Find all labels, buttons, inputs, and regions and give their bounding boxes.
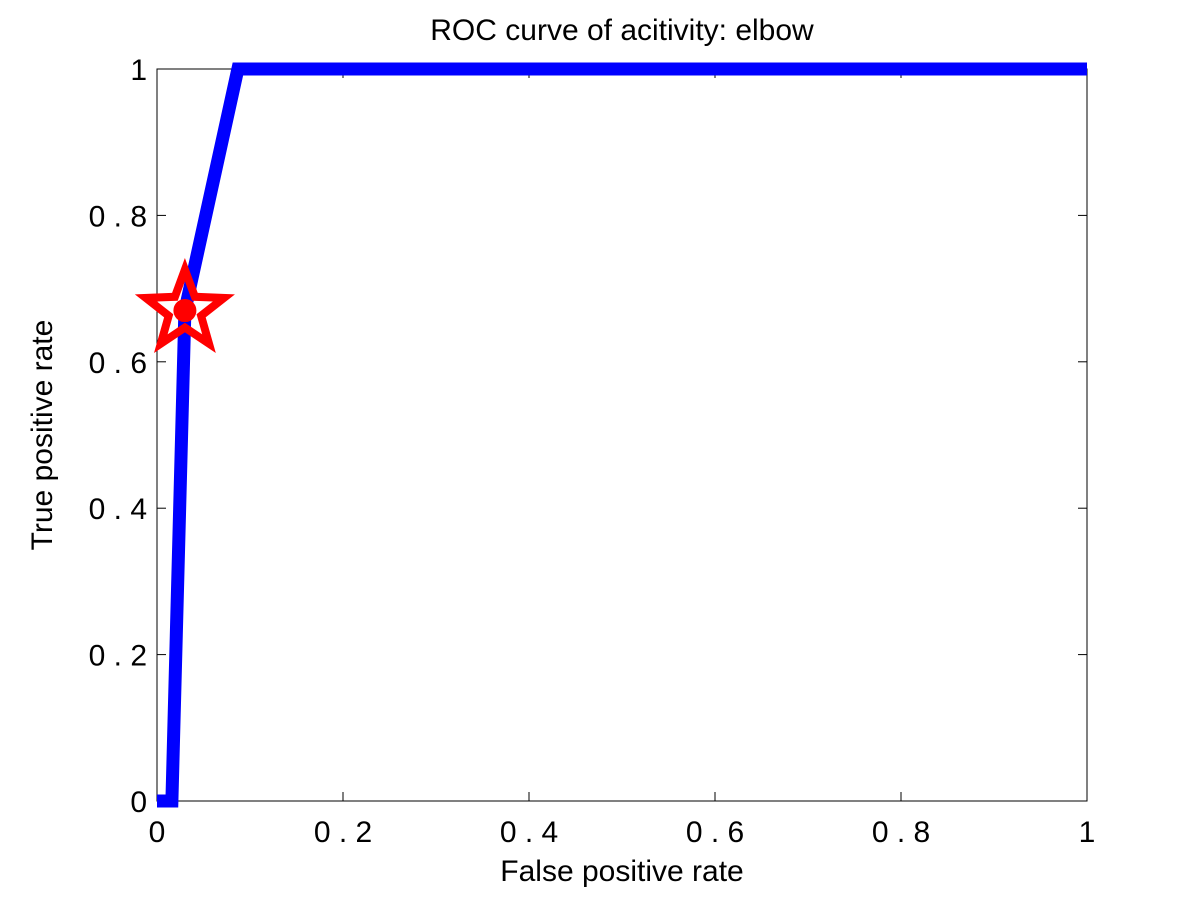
x-axis-label: False positive rate (500, 855, 743, 888)
x-tick-label: 0 (149, 816, 166, 849)
x-tick-label: 0 . 2 (314, 816, 372, 849)
y-axis-label: True positive rate (26, 320, 59, 551)
y-tick-label: 0 . 2 (89, 640, 147, 673)
y-tick-label: 0 . 6 (89, 347, 147, 380)
plot-area: 0 0 . 2 0 . 4 0 . 6 0 . 8 1 0 0 . 2 0 . 4 0 . 6 0 … (89, 54, 1096, 849)
chart-title: ROC curve of acitivity: elbow (430, 14, 814, 47)
y-tick-label: 0 . 8 (89, 200, 147, 233)
y-tick-label: 1 (130, 54, 147, 87)
y-tick-label: 0 . 4 (89, 493, 147, 526)
operating-point-star-marker (134, 258, 235, 354)
x-tick-label: 0 . 6 (686, 816, 744, 849)
x-tick-label: 0 . 4 (500, 816, 558, 849)
x-tick-label: 0 . 8 (872, 816, 930, 849)
y-tick-label: 0 (130, 786, 147, 819)
operating-point-dot-marker (173, 299, 197, 323)
x-tick-label: 1 (1079, 816, 1096, 849)
